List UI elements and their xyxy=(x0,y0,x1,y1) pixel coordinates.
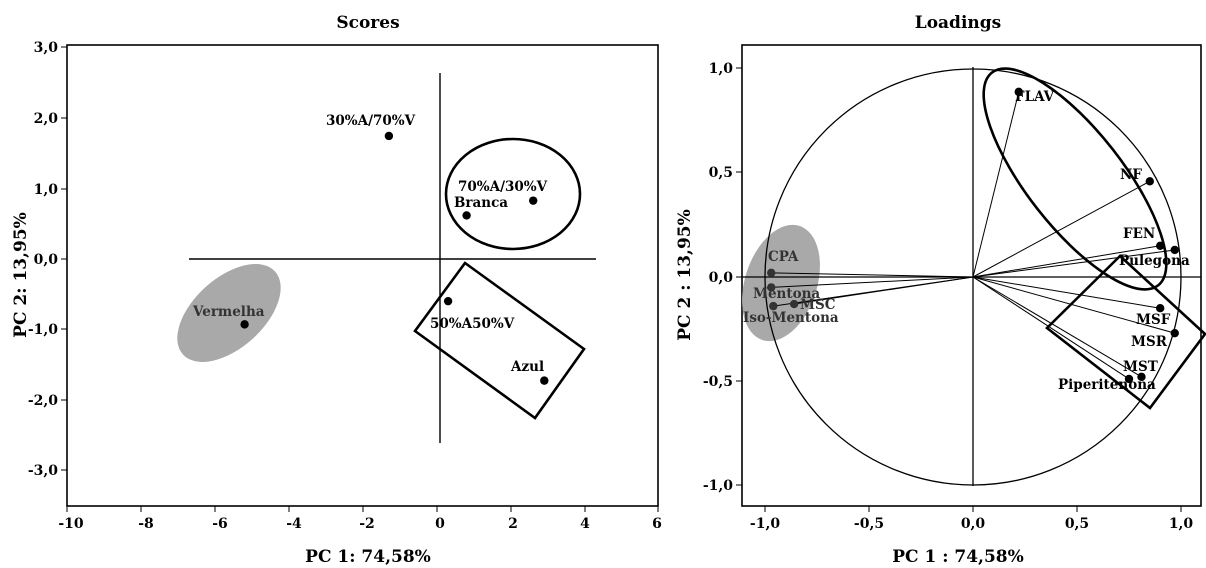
loadings-point-label: CPA xyxy=(768,249,799,265)
loading-vector xyxy=(972,180,1151,278)
loadings-point-label: NF xyxy=(1120,167,1142,183)
scores-x-tick-label: -8 xyxy=(138,516,154,532)
loadings-x-tick-label: -0,5 xyxy=(854,516,884,532)
loadings-point-label: Iso-Mentona xyxy=(743,310,839,326)
loadings-x-tick-labels: -1,0 -0,5 0,0 0,5 1,0 xyxy=(750,516,1194,532)
scores-y-tick-label: -2,0 xyxy=(28,393,58,409)
scores-x-tick-label: -2 xyxy=(359,516,375,532)
loading-vector xyxy=(972,276,1161,309)
loadings-y-tick-labels: 1,0 0,5 0,0 -0,5 -1,0 xyxy=(703,61,733,494)
loadings-point xyxy=(1137,372,1146,382)
loadings-point-label: Piperitenona xyxy=(1058,377,1156,393)
scores-y-tick-label: 3,0 xyxy=(34,40,59,56)
scores-point-label: 50%A50%V xyxy=(430,316,515,332)
scores-point-label: Vermelha xyxy=(192,304,265,320)
loadings-x-tick-label: -1,0 xyxy=(750,516,780,532)
scores-y-tick-label: 1,0 xyxy=(34,182,59,198)
loadings-group-ellipse xyxy=(982,67,1168,291)
scores-x-axis-label: PC 1: 74,58% xyxy=(305,547,431,567)
loadings-vectors xyxy=(771,91,1175,380)
scores-x-tick-label: 6 xyxy=(652,516,662,532)
loading-vector xyxy=(972,276,1175,334)
scores-point xyxy=(443,296,453,306)
scores-x-tick-label: 0 xyxy=(435,516,445,532)
loading-vector xyxy=(773,276,974,307)
loading-vector xyxy=(771,276,974,288)
loadings-group-rectangle xyxy=(1045,254,1206,410)
loading-vector xyxy=(771,272,974,278)
scores-x-tick-label: -10 xyxy=(58,516,84,532)
scores-point xyxy=(540,376,549,385)
loading-vector xyxy=(972,276,1142,378)
scores-point xyxy=(240,320,249,329)
loadings-point xyxy=(767,268,776,278)
loadings-point-label: MSF xyxy=(1136,312,1171,328)
loadings-x-axis-label: PC 1 : 74,58% xyxy=(892,547,1024,567)
loadings-x-tick-label: 0,5 xyxy=(1065,516,1089,532)
scores-group-ellipse xyxy=(444,137,582,251)
scores-y-tick-label: 0,0 xyxy=(34,252,59,268)
scores-point-label: Azul xyxy=(510,359,544,375)
scores-y-tick-label: -3,0 xyxy=(28,463,58,479)
loadings-point xyxy=(1170,328,1179,338)
loading-vector xyxy=(972,91,1020,278)
loadings-point xyxy=(1124,374,1134,384)
loadings-point xyxy=(1170,245,1179,255)
scores-y-tick-label: 2,0 xyxy=(34,111,59,127)
scores-point-label: Branca xyxy=(454,195,508,211)
loadings-point xyxy=(1145,177,1155,186)
scores-y-tick-label: -1,0 xyxy=(28,322,58,338)
scores-point xyxy=(384,131,394,141)
loadings-point xyxy=(1156,241,1165,250)
loadings-y-tick-label: -1,0 xyxy=(703,478,733,494)
scores-y-tick-marks xyxy=(61,46,67,471)
loadings-point-label: MSC xyxy=(800,297,836,313)
scores-x-tick-label: -6 xyxy=(212,516,228,532)
loadings-point-label: MSR xyxy=(1131,334,1168,350)
scores-title: Scores xyxy=(336,13,399,33)
loadings-point-label: Mentona xyxy=(753,286,820,302)
scores-panel: Scores -10 -8 -6 -4 -2 0 2 xyxy=(11,13,662,567)
loadings-point xyxy=(789,299,799,309)
loading-vector xyxy=(972,245,1161,278)
scores-y-axis-label: PC 2: 13,95% xyxy=(11,212,31,338)
scores-point-label: 70%A/30%V xyxy=(458,179,548,195)
loadings-y-tick-label: 0,5 xyxy=(709,165,733,181)
loading-vector xyxy=(972,249,1175,278)
loadings-y-tick-label: -0,5 xyxy=(703,374,733,390)
loadings-point-label: FLAV xyxy=(1015,89,1055,105)
scores-group-rectangle xyxy=(413,261,586,420)
scores-point xyxy=(529,196,538,205)
scores-shaded-ellipse xyxy=(177,264,281,362)
loadings-y-axis-label: PC 2 : 13,95% xyxy=(675,209,695,341)
loadings-point-label: MST xyxy=(1123,359,1158,375)
loadings-y-tick-label: 1,0 xyxy=(709,61,734,77)
loadings-point xyxy=(767,283,776,292)
scores-x-tick-label: 2 xyxy=(508,516,518,532)
scores-x-tick-label: 4 xyxy=(580,516,590,532)
loadings-plot-frame xyxy=(741,44,1202,507)
loadings-point xyxy=(1156,304,1165,313)
loadings-y-tick-marks xyxy=(736,67,742,486)
loadings-title: Loadings xyxy=(915,13,1001,33)
loadings-shaded-ellipse xyxy=(742,224,820,342)
loadings-point-label: FEN xyxy=(1123,226,1155,242)
scores-x-tick-label: -4 xyxy=(286,516,302,532)
scores-x-tick-labels: -10 -8 -6 -4 -2 0 2 4 6 xyxy=(58,516,662,532)
loadings-point xyxy=(769,301,778,311)
loading-vector xyxy=(972,276,1130,380)
scores-x-tick-marks xyxy=(66,506,659,512)
loadings-point-label: Pulegona xyxy=(1119,253,1190,269)
loadings-x-tick-label: 0,0 xyxy=(961,516,986,532)
loadings-point xyxy=(1014,87,1023,97)
loadings-x-tick-label: 1,0 xyxy=(1169,516,1194,532)
scores-y-tick-labels: 3,0 2,0 1,0 0,0 -1,0 -2,0 -3,0 xyxy=(28,40,58,479)
loadings-y-tick-label: 0,0 xyxy=(709,270,734,286)
scores-point-label: 30%A/70%V xyxy=(326,113,416,129)
loadings-x-tick-marks xyxy=(764,506,1182,512)
loadings-panel: Loadings xyxy=(675,13,1206,567)
scores-point xyxy=(462,211,471,220)
